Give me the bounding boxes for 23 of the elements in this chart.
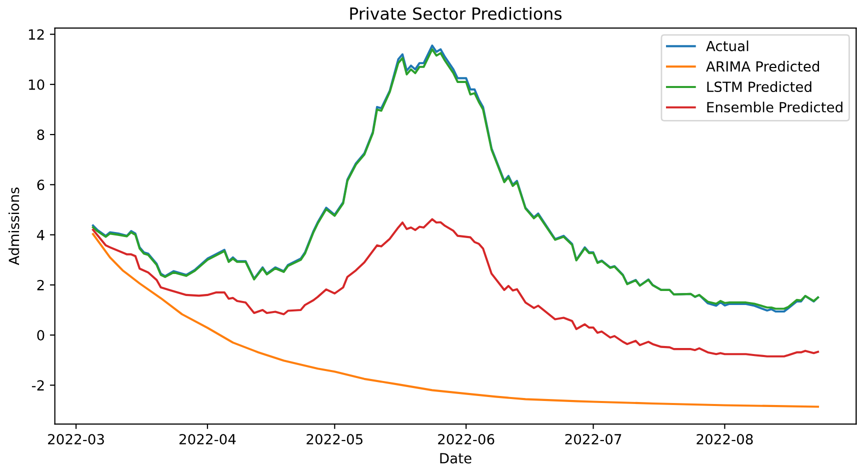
y-tick-label: 0 [37,330,44,341]
x-axis-title: Date [440,453,472,464]
y-axis-title: Admissions [8,188,20,266]
y-tick-label: 12 [28,29,44,40]
x-tick-label: 2022-08 [696,434,753,445]
y-tick-label: 2 [37,280,44,290]
legend-label: LSTM Predicted [707,81,812,92]
x-tick-label: 2022-07 [565,434,622,445]
chart-title: Private Sector Predictions [350,7,562,20]
legend-label: Actual [706,40,748,52]
x-tick-label: 2022-06 [438,434,494,445]
x-tick-label: 2022-03 [48,434,104,445]
line-series [92,218,820,358]
x-tick-label: 2022-04 [179,434,236,445]
y-tick-label: 8 [37,130,44,140]
legend-label: Ensemble Predicted [707,102,842,112]
y-tick-label: 6 [37,180,44,190]
y-tick-label: -2 [32,380,44,390]
x-tick-label: 2022-05 [306,434,362,445]
y-tick-label: 10 [28,79,44,90]
legend-label: ARIMA Predicted [706,60,819,72]
y-tick-label: 4 [36,230,44,240]
line-series [92,233,820,408]
